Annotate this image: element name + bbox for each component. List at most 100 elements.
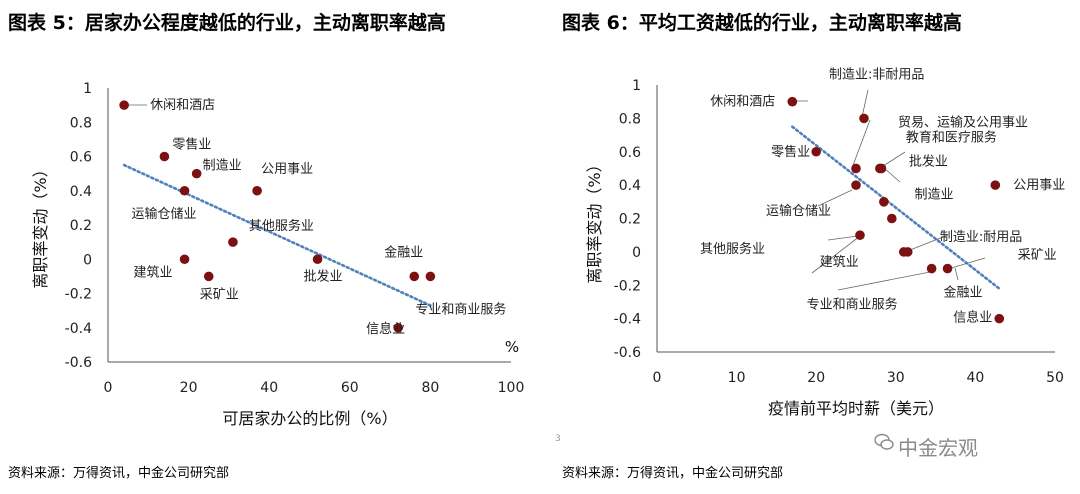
chart2-point [902,247,913,257]
chart2-point-label: 运输仓储业 [766,203,831,219]
chart1-point [159,151,170,162]
chart1-point-label: 零售业 [172,137,211,153]
source-note-right: 资料来源：万得资讯，中金公司研究部 [562,466,784,481]
chart1-point-label: 公用事业 [261,162,313,177]
chart2-x-tick-label: 50 [1046,370,1064,386]
chart1-point [203,271,214,282]
chart1-y-axis-title: 离职率变动（%） [31,161,50,288]
chart1-y-tick-label: 0 [83,252,92,268]
chart2-point [876,163,887,174]
chart2-leader-line [954,267,959,281]
chart1-point [312,254,323,265]
chart2-point [942,263,953,274]
page-mark: 3 [555,434,561,444]
chart1-point-label: 运输仓储业 [132,206,197,222]
chart2-x-tick-label: 40 [966,370,984,386]
chart2-x-axis-title: 疫情前平均时薪（美元） [768,399,944,418]
chart1-y-tick-label: 0.2 [70,218,92,234]
chart1-point-label: 其他服务业 [249,218,314,234]
chart2-point-label: 采矿业 [1018,248,1057,263]
chart1-point [179,185,190,196]
chart2-point-label: 建筑业 [820,254,859,270]
chart2-x-tick-label: 0 [653,370,662,386]
chart2-point-label: 贸易、运输及公用事业 [898,114,1028,130]
chart1-unit-label: % [505,338,519,356]
chart2-leader-line [904,234,949,253]
chart2-point [887,213,897,224]
chart1-x-tick-label: 60 [341,380,359,396]
chart2-leader-line [817,189,853,207]
chart1-point-label: 批发业 [304,268,343,284]
chart1-point [191,168,202,179]
chart2-point [851,180,861,190]
chart2-point-label: 公用事业 [1013,178,1065,193]
chart1-point-label: 专业和商业服务 [415,301,506,317]
chart2-y-tick-label: 0.6 [619,145,641,161]
chart2-point [787,96,798,107]
chart2-point-label: 其他服务业 [700,241,765,257]
wechat-icon [874,433,894,450]
chart1-point-label: 信息业 [366,321,405,337]
chart1-x-tick-label: 20 [180,380,198,396]
chart2-y-axis-title: 离职率变动（%） [585,156,604,283]
chart2-y-tick-label: 1 [632,78,641,94]
chart1-point [393,322,403,333]
chart1-point [179,254,190,265]
chart1-x-tick-label: 100 [498,380,525,396]
chart2-point-label: 制造业:非耐用品 [829,67,924,82]
chart2-point-label: 休闲和酒店 [710,95,775,110]
watermark: 中金宏观 [898,436,978,460]
chart2-leader-line [851,119,871,169]
chart2-y-tick-label: 0 [632,245,641,261]
chart2-leader-line [837,271,931,291]
chart2-y-tick-label: -0.4 [614,312,641,328]
chart1-point [425,271,436,282]
chart2-y-tick-label: 0.8 [619,111,641,127]
chart2-x-tick-label: 10 [728,370,746,386]
chart2-point-label: 制造业:耐用品 [940,230,1022,245]
chart2-point [994,313,1005,324]
chart1-x-tick-label: 80 [421,380,439,396]
chart2-point-label: 零售业 [771,144,810,160]
chart1-y-tick-label: -0.2 [65,287,92,303]
chart1-y-tick-label: 0.8 [70,115,92,131]
chart1-x-tick-label: 40 [260,380,278,396]
chart1-y-tick-label: 0.6 [70,150,92,166]
chart2-point-label: 批发业 [909,154,948,170]
chart2-point-label: 专业和商业服务 [807,297,898,313]
source-note-left: 资料来源：万得资讯，中金公司研究部 [8,466,230,481]
chart2-y-tick-label: 0.4 [619,178,641,194]
chart2-y-tick-label: -0.2 [614,278,641,294]
chart2-trend-line [791,125,1001,290]
chart2-point-label: 信息业 [953,310,992,326]
chart1-x-axis-title: 可居家办公的比例（%） [222,409,397,428]
chart1-point-label: 采矿业 [200,287,239,302]
figure-5-title: 图表 5：居家办公程度越低的行业，主动离职率越高 [8,12,446,34]
chart2-point-label: 制造业 [914,187,953,202]
chart1-point-label: 休闲和酒店 [150,98,215,113]
chart2-leader-line [947,257,986,270]
chart2-y-tick-label: -0.6 [614,345,641,361]
chart2-leader-line [883,167,901,183]
chart1-y-tick-label: -0.6 [65,355,92,371]
chart2-point [855,230,865,240]
chart2-leader-line [861,89,869,118]
figure-6-title: 图表 6：平均工资越低的行业，主动离职率越高 [562,12,962,34]
chart2-point-label: 金融业 [944,285,983,301]
chart2-point [859,113,869,124]
chart2-leader-line [811,235,861,274]
chart1-x-tick-label: 0 [104,380,113,396]
chart1-y-tick-label: 0.4 [70,184,92,200]
chart2-leader-line [827,235,859,241]
chart2-x-tick-label: 20 [807,370,825,386]
chart2-point [851,163,861,174]
chart2-x-tick-label: 30 [887,370,905,386]
chart1-trend-line [122,163,432,307]
chart2-point [926,263,937,274]
chart2-point [879,197,889,207]
chart1-point-label: 建筑业 [134,264,173,280]
chart1-point-label: 制造业 [203,159,242,174]
chart1-y-tick-label: 1 [83,81,92,97]
chart2-y-tick-label: 0.2 [619,212,641,228]
